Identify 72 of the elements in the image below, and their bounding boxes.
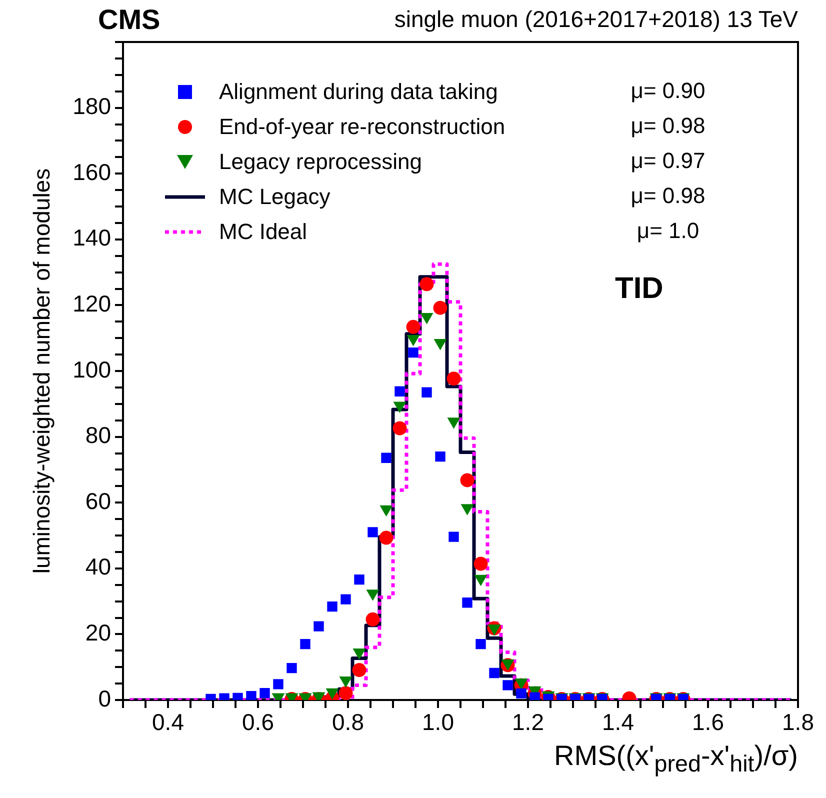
point bbox=[462, 598, 472, 608]
y-tick-label: 40 bbox=[85, 554, 111, 580]
point bbox=[407, 335, 420, 346]
point bbox=[502, 680, 513, 690]
point bbox=[435, 451, 446, 462]
point bbox=[476, 638, 486, 650]
point bbox=[448, 418, 460, 428]
x-axis-title: RMS((x'$_{pred}$-x'$_{hit}$)/σ) bbox=[554, 740, 798, 778]
y-tick-label: 120 bbox=[72, 290, 111, 317]
y-tick-label: 180 bbox=[72, 93, 111, 120]
annotation: TID bbox=[615, 272, 664, 306]
x-tick-label: 1.2 bbox=[512, 709, 544, 736]
point bbox=[260, 688, 270, 698]
point bbox=[366, 612, 380, 626]
point bbox=[368, 527, 378, 538]
legend-label: Legacy reprocessing bbox=[219, 148, 422, 174]
point bbox=[338, 686, 353, 700]
point bbox=[420, 312, 433, 324]
x-tick-label: 0.8 bbox=[332, 709, 364, 736]
point bbox=[406, 320, 420, 334]
point bbox=[448, 532, 459, 542]
point bbox=[516, 688, 526, 699]
point bbox=[314, 621, 324, 632]
chart-subtitle: single muon (2016+2017+2018) 13 TeV bbox=[394, 6, 798, 33]
point bbox=[246, 690, 256, 700]
point bbox=[394, 386, 405, 396]
point bbox=[352, 663, 366, 678]
legend-label: MC Ideal bbox=[219, 218, 308, 244]
point bbox=[446, 372, 461, 386]
point bbox=[381, 452, 392, 463]
point bbox=[474, 556, 488, 571]
annotation: μ= 1.0 bbox=[636, 218, 700, 244]
y-tick-label: 20 bbox=[85, 620, 111, 646]
annotation: μ= 0.98 bbox=[630, 113, 706, 139]
point bbox=[489, 668, 500, 678]
x-tick-label: 1.0 bbox=[422, 709, 454, 736]
y-tick-label: 60 bbox=[85, 488, 111, 514]
y-tick-label: 100 bbox=[72, 356, 111, 382]
annotation: μ= 0.90 bbox=[630, 78, 706, 104]
point bbox=[300, 638, 310, 650]
x-tick-label: 1.6 bbox=[692, 709, 724, 736]
point bbox=[434, 338, 446, 350]
point bbox=[422, 387, 432, 398]
point bbox=[286, 662, 297, 674]
y-tick-label: 140 bbox=[72, 224, 111, 251]
point bbox=[327, 601, 338, 612]
point bbox=[380, 505, 392, 516]
annotation: μ= 0.98 bbox=[630, 183, 706, 209]
legend-label: Alignment during data taking bbox=[219, 78, 498, 104]
point bbox=[420, 277, 434, 292]
point bbox=[394, 402, 406, 413]
point bbox=[392, 421, 407, 436]
point bbox=[273, 679, 284, 690]
point bbox=[340, 594, 351, 604]
legend-label: End-of-year re-reconstruction bbox=[219, 114, 506, 140]
x-tick-label: 0.6 bbox=[242, 709, 274, 736]
x-tick-label: 1.4 bbox=[602, 709, 634, 736]
point bbox=[433, 300, 448, 315]
x-tick-label: 0.4 bbox=[152, 709, 184, 736]
point bbox=[461, 504, 474, 515]
point bbox=[379, 530, 394, 545]
y-tick-label: 0 bbox=[98, 685, 111, 712]
x-tick-label: 1.8 bbox=[782, 709, 814, 736]
point bbox=[354, 574, 364, 585]
y-tick-label: 80 bbox=[85, 422, 111, 448]
y-axis-title: luminosity-weighted number of modules bbox=[28, 168, 56, 574]
chart-title: CMS bbox=[98, 4, 160, 36]
y-tick-label: 160 bbox=[72, 158, 111, 185]
point bbox=[460, 473, 474, 488]
legend-label: MC Legacy bbox=[219, 184, 330, 210]
annotation: μ= 0.97 bbox=[630, 148, 706, 174]
point bbox=[408, 347, 418, 358]
